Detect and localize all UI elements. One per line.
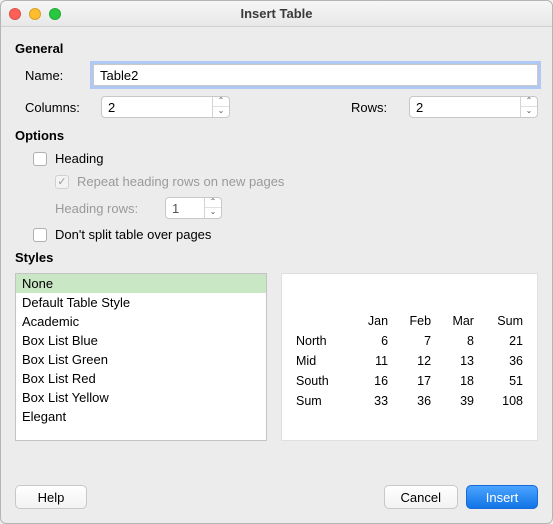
heading-label: Heading: [55, 151, 103, 166]
preview-cell: Mid: [292, 351, 351, 371]
insert-table-dialog: Insert Table General Name: Columns: ⌃ ⌄ …: [0, 0, 553, 524]
style-item[interactable]: Box List Blue: [16, 331, 266, 350]
zoom-icon[interactable]: [49, 8, 61, 20]
style-preview: JanFebMarSumNorth67821Mid11121336South16…: [281, 273, 538, 441]
preview-cell: 36: [478, 351, 527, 371]
columns-label: Columns:: [25, 100, 93, 115]
minimize-icon[interactable]: [29, 8, 41, 20]
name-label: Name:: [15, 68, 93, 83]
style-item[interactable]: Box List Yellow: [16, 388, 266, 407]
window-title: Insert Table: [1, 6, 552, 21]
preview-cell: 51: [478, 371, 527, 391]
preview-cell: 11: [351, 351, 392, 371]
preview-cell: 33: [351, 391, 392, 411]
rows-input[interactable]: [410, 97, 520, 117]
preview-cell: 39: [435, 391, 478, 411]
heading-rows-stepper: ⌃ ⌄: [165, 197, 222, 219]
rows-stepper[interactable]: ⌃ ⌄: [409, 96, 538, 118]
dont-split-label: Don't split table over pages: [55, 227, 211, 242]
help-button[interactable]: Help: [15, 485, 87, 509]
heading-checkbox[interactable]: [33, 152, 47, 166]
preview-cell: 18: [435, 371, 478, 391]
heading-rows-input: [166, 198, 204, 218]
dialog-footer: Help Cancel Insert: [1, 475, 552, 523]
preview-header-cell: Feb: [392, 311, 435, 331]
dont-split-checkbox[interactable]: [33, 228, 47, 242]
preview-cell: 6: [351, 331, 392, 351]
preview-cell: 36: [392, 391, 435, 411]
preview-cell: 21: [478, 331, 527, 351]
style-item[interactable]: None: [16, 274, 266, 293]
close-icon[interactable]: [9, 8, 21, 20]
preview-cell: 17: [392, 371, 435, 391]
rows-step-down-icon[interactable]: ⌄: [521, 107, 537, 117]
repeat-heading-label: Repeat heading rows on new pages: [77, 174, 284, 189]
heading-rows-label: Heading rows:: [55, 201, 155, 216]
rows-label: Rows:: [351, 100, 401, 115]
preview-cell: 12: [392, 351, 435, 371]
styles-listbox[interactable]: NoneDefault Table StyleAcademicBox List …: [15, 273, 267, 441]
preview-cell: 8: [435, 331, 478, 351]
preview-header-cell: Sum: [478, 311, 527, 331]
preview-cell: Sum: [292, 391, 351, 411]
name-input[interactable]: [93, 64, 538, 86]
preview-cell: South: [292, 371, 351, 391]
columns-step-down-icon[interactable]: ⌄: [213, 107, 229, 117]
preview-cell: 13: [435, 351, 478, 371]
cancel-button[interactable]: Cancel: [384, 485, 458, 509]
columns-input[interactable]: [102, 97, 212, 117]
general-section-label: General: [15, 41, 538, 56]
insert-button[interactable]: Insert: [466, 485, 538, 509]
preview-cell: North: [292, 331, 351, 351]
preview-header-cell: Jan: [351, 311, 392, 331]
preview-header-cell: [292, 311, 351, 331]
titlebar: Insert Table: [1, 1, 552, 27]
heading-rows-step-down-icon: ⌄: [205, 208, 221, 218]
style-item[interactable]: Elegant: [16, 407, 266, 426]
columns-stepper[interactable]: ⌃ ⌄: [101, 96, 230, 118]
preview-table: JanFebMarSumNorth67821Mid11121336South16…: [292, 311, 527, 411]
style-item[interactable]: Academic: [16, 312, 266, 331]
preview-header-cell: Mar: [435, 311, 478, 331]
options-section-label: Options: [15, 128, 538, 143]
styles-section-label: Styles: [15, 250, 538, 265]
dialog-content: General Name: Columns: ⌃ ⌄ Rows: ⌃ ⌄: [1, 27, 552, 475]
style-item[interactable]: Box List Green: [16, 350, 266, 369]
style-item[interactable]: Default Table Style: [16, 293, 266, 312]
preview-cell: 16: [351, 371, 392, 391]
style-item[interactable]: Box List Red: [16, 369, 266, 388]
repeat-heading-checkbox: ✓: [55, 175, 69, 189]
window-controls: [9, 8, 61, 20]
preview-cell: 108: [478, 391, 527, 411]
preview-cell: 7: [392, 331, 435, 351]
